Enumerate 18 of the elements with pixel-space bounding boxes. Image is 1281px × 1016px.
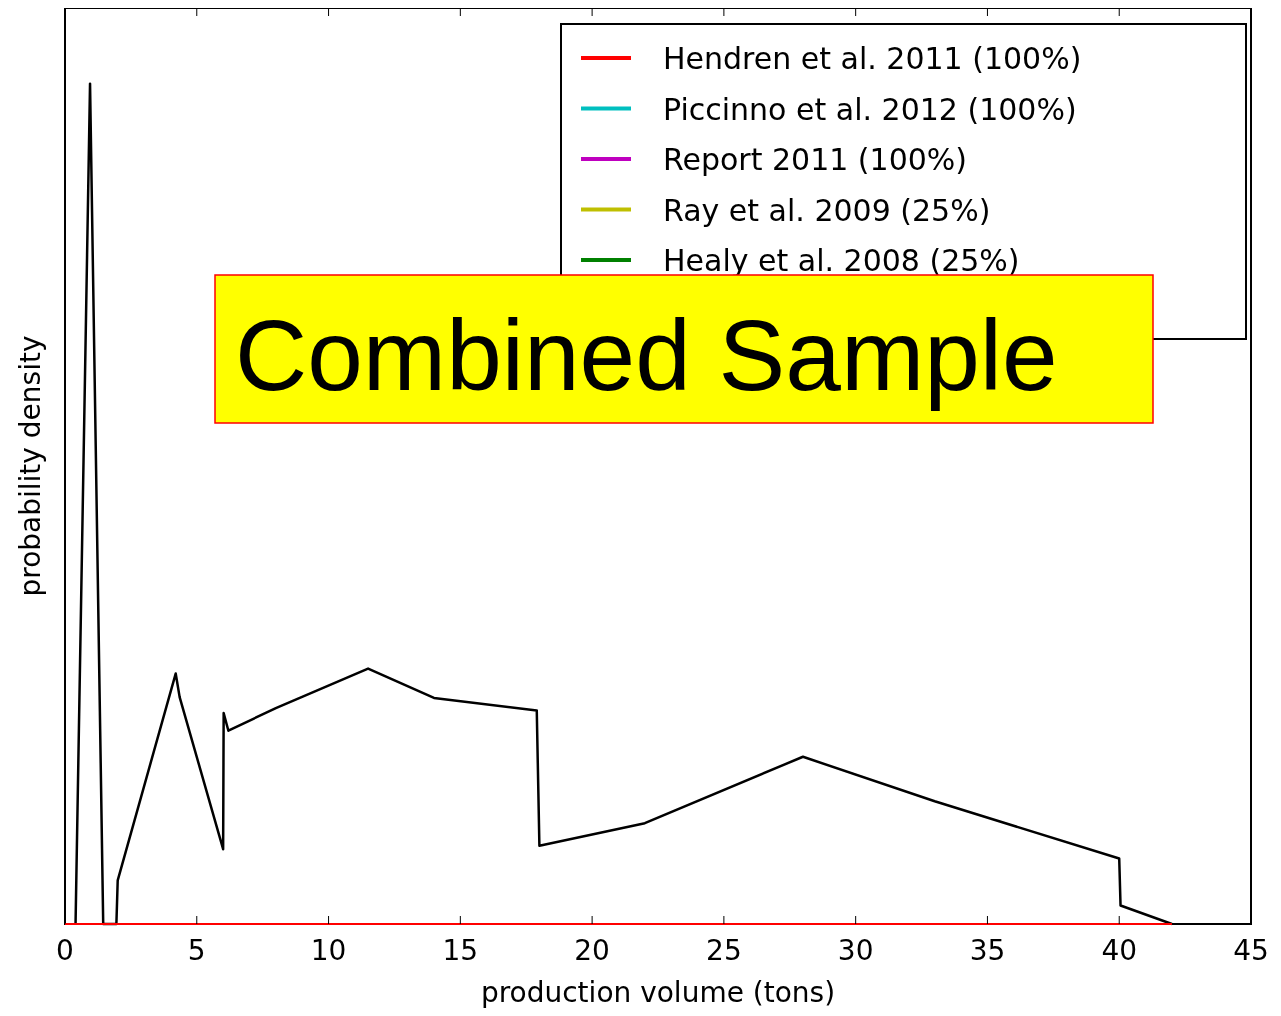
x-axis-title: production volume (tons) (480, 976, 836, 1009)
x-tick-label: 0 (56, 934, 74, 967)
x-tick-label: 25 (706, 934, 742, 967)
x-tick-label: 35 (969, 934, 1006, 967)
x-tick-label: 15 (442, 934, 479, 967)
legend-label: Piccinno et al. 2012 (100%) (663, 91, 1077, 127)
legend-label: Ray et al. 2009 (25%) (663, 192, 991, 228)
x-tick-label: 40 (1101, 934, 1138, 967)
x-tick-label: 20 (574, 934, 610, 967)
legend-label: Report 2011 (100%) (663, 142, 968, 177)
legend-label: Healy et al. 2008 (25%) (663, 243, 1020, 278)
annotation: Combined Sample (235, 299, 1058, 411)
x-tick-label: 30 (837, 934, 874, 967)
x-tick-label: 5 (187, 934, 206, 967)
legend-label: Hendren et al. 2011 (100%) (663, 41, 1082, 76)
y-axis-title: probability density (14, 335, 47, 597)
x-tick-label: 10 (310, 934, 347, 967)
x-tick-label: 45 (1233, 934, 1269, 967)
